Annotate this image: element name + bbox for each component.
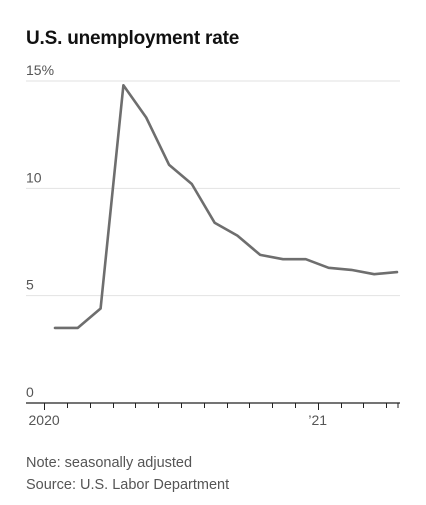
- tick-labels: 0 5 10 15% 2020 ’21: [26, 62, 327, 428]
- gridlines: [26, 80, 400, 297]
- x-tick-label: ’21: [308, 412, 327, 428]
- y-tick-label: 0: [26, 384, 34, 400]
- series-line-0: [53, 84, 399, 330]
- chart-source: Source: U.S. Labor Department: [26, 477, 230, 493]
- series-lines: [53, 84, 399, 330]
- chart-note: Note: seasonally adjusted: [26, 455, 193, 471]
- x-axis: [26, 402, 400, 410]
- y-tick-label: 5: [26, 277, 34, 293]
- y-tick-label: 15%: [26, 62, 54, 78]
- y-tick-label: 10: [26, 169, 42, 185]
- x-tick-label: 2020: [29, 412, 60, 428]
- chart-plot: 0 5 10 15% 2020 ’21: [26, 62, 400, 428]
- chart-title: U.S. unemployment rate: [26, 28, 240, 49]
